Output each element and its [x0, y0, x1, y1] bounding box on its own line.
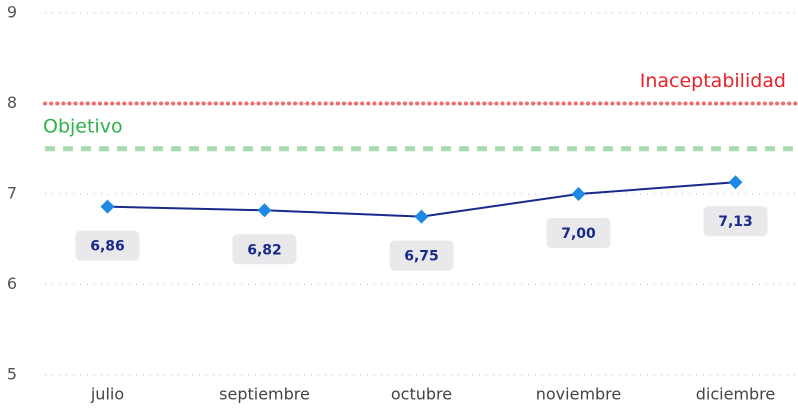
data-label: 7,13: [718, 214, 753, 230]
data-label: 6,75: [404, 249, 439, 265]
data-point: [414, 209, 429, 224]
y-tick-label: 6: [7, 274, 17, 293]
x-tick-label: octubre: [391, 385, 452, 404]
x-tick-label: diciembre: [696, 385, 776, 404]
data-label-box: [546, 218, 611, 248]
data-label-box: [232, 234, 297, 265]
y-tick-label: 7: [7, 184, 17, 203]
data-label-box: [703, 206, 768, 237]
x-tick-label: noviembre: [536, 385, 622, 404]
data-label: 7,00: [561, 226, 596, 242]
x-tick-label: septiembre: [219, 385, 310, 404]
reference-label: Inaceptabilidad: [640, 70, 786, 92]
data-label: 6,86: [90, 239, 125, 255]
x-tick-label: julio: [90, 385, 124, 404]
data-point: [728, 175, 743, 190]
reference-label: Objetivo: [43, 115, 123, 137]
data-label-box: [389, 240, 454, 271]
y-tick-label: 9: [7, 3, 17, 22]
y-tick-label: 5: [7, 365, 17, 384]
data-point: [100, 199, 115, 214]
data-label: 6,82: [247, 242, 282, 258]
data-label-box: [75, 230, 140, 261]
data-point: [257, 203, 272, 218]
data-point: [571, 187, 586, 201]
y-tick-label: 8: [7, 93, 17, 112]
